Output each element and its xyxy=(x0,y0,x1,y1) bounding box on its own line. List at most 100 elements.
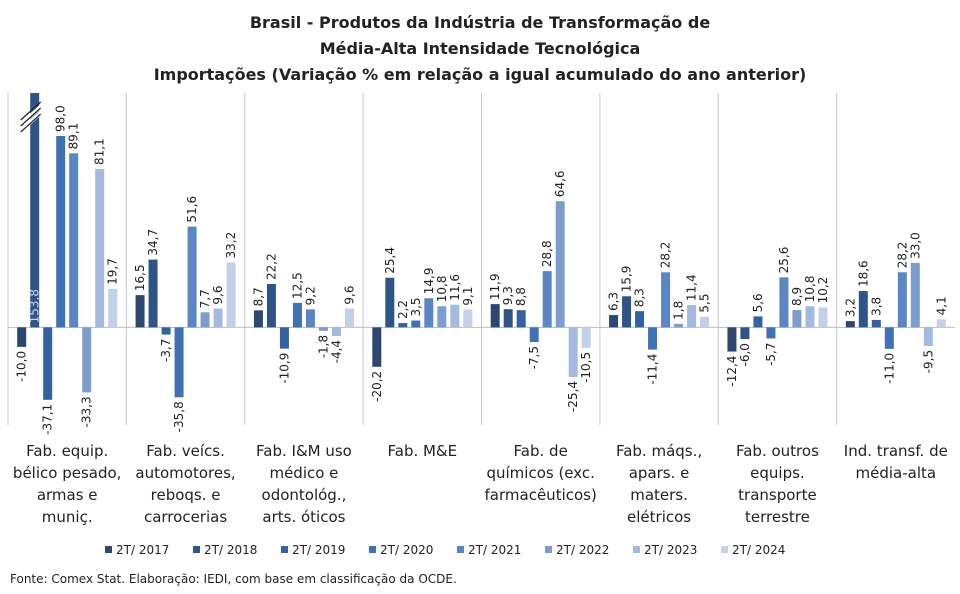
bar xyxy=(674,323,684,328)
bar xyxy=(174,327,184,398)
bar xyxy=(700,316,710,328)
value-label: 33,2 xyxy=(224,232,238,259)
bar xyxy=(542,271,552,328)
axis-break xyxy=(20,101,42,121)
legend-swatch xyxy=(281,546,288,553)
value-label: 15,9 xyxy=(620,266,634,293)
value-label: 98,0 xyxy=(54,105,68,132)
bar xyxy=(858,291,868,328)
value-label: 8,7 xyxy=(251,287,265,306)
x-tick-label: Fab. I&M uso médico e odontológ., arts. … xyxy=(256,442,352,526)
value-label: 34,7 xyxy=(146,229,160,256)
value-label: -20,2 xyxy=(370,371,384,402)
bar xyxy=(318,327,328,331)
axis-break xyxy=(20,113,42,133)
bar xyxy=(331,327,341,336)
bar xyxy=(818,307,828,328)
bar xyxy=(213,308,223,328)
bar xyxy=(398,323,408,328)
bar xyxy=(135,295,145,328)
bar xyxy=(923,327,933,346)
bar xyxy=(871,319,881,328)
value-label: 3,8 xyxy=(869,297,883,316)
bar xyxy=(609,315,619,328)
legend-label: 2T/ 2022 xyxy=(556,543,609,557)
bar xyxy=(805,306,815,328)
value-label: 5,6 xyxy=(751,293,765,312)
value-label: 8,9 xyxy=(790,287,804,306)
bar xyxy=(450,304,460,328)
legend-swatch xyxy=(193,546,200,553)
bar xyxy=(897,272,907,328)
value-label: -35,8 xyxy=(172,401,186,432)
value-label: -11,0 xyxy=(882,353,896,384)
legend-label: 2T/ 2021 xyxy=(468,543,521,557)
bar xyxy=(95,168,105,328)
axis-break xyxy=(20,107,42,127)
bar xyxy=(635,311,645,328)
bar xyxy=(845,321,855,328)
x-tick-label: Fab. máqs., apars. e maters. elétricos xyxy=(615,442,703,526)
value-label: 8,8 xyxy=(514,287,528,306)
bar xyxy=(884,327,894,349)
value-label: 28,2 xyxy=(895,242,909,269)
value-label: 6,3 xyxy=(607,292,621,311)
value-label: 2,2 xyxy=(396,300,410,319)
value-label: 11,4 xyxy=(685,274,699,301)
legend-swatch xyxy=(633,546,640,553)
value-label: 8,3 xyxy=(633,288,647,307)
bar xyxy=(936,319,946,328)
bar xyxy=(226,262,236,328)
value-label: -5,7 xyxy=(764,342,778,365)
bar xyxy=(187,226,197,328)
value-label: 18,6 xyxy=(856,260,870,287)
value-label: 5,5 xyxy=(698,294,712,313)
value-label: 25,6 xyxy=(777,247,791,274)
value-label: -33,3 xyxy=(80,396,94,427)
x-tick-label: Fab. veícs. automotores, reboqs. e carro… xyxy=(135,442,236,526)
bar xyxy=(30,93,40,328)
bar xyxy=(622,296,632,328)
bar xyxy=(661,272,671,328)
chart-title: Brasil - Produtos da Indústria de Transf… xyxy=(250,13,711,32)
bar xyxy=(740,327,750,340)
value-label: 22,2 xyxy=(264,253,278,280)
x-tick-label: Ind. transf. de média-alta xyxy=(843,442,948,482)
value-label: 25,4 xyxy=(383,247,397,274)
chart-title: Média-Alta Intensidade Tecnológica xyxy=(320,39,641,58)
bar xyxy=(437,306,447,328)
value-label: -10,9 xyxy=(277,353,291,384)
legend-label: 2T/ 2020 xyxy=(380,543,433,557)
legend-swatch xyxy=(457,546,464,553)
bar xyxy=(411,320,421,328)
bar xyxy=(687,305,697,328)
legend-swatch xyxy=(545,546,552,553)
value-label: 89,1 xyxy=(67,123,81,150)
value-label: 12,5 xyxy=(290,272,304,299)
value-label: -1,8 xyxy=(316,335,330,358)
bar xyxy=(372,327,382,367)
bar xyxy=(148,259,158,328)
value-label: 11,9 xyxy=(488,273,502,300)
value-label: 9,3 xyxy=(501,286,515,305)
bar xyxy=(555,201,565,328)
bar xyxy=(424,298,434,328)
axis-break xyxy=(21,103,45,125)
value-label: 9,1 xyxy=(461,286,475,305)
legend-label: 2T/ 2018 xyxy=(204,543,257,557)
bar xyxy=(56,135,66,328)
bar xyxy=(766,327,776,339)
value-label: 16,5 xyxy=(133,264,147,291)
value-label: 28,2 xyxy=(659,242,673,269)
value-label: 153,8 xyxy=(28,289,42,323)
value-label: 81,1 xyxy=(93,138,107,165)
value-label: -9,5 xyxy=(921,350,935,373)
bar xyxy=(463,309,473,328)
bar xyxy=(82,327,92,393)
value-label: 9,6 xyxy=(342,286,356,305)
x-tick-label: Fab. equip. bélico pesado, armas e muniç… xyxy=(12,442,122,526)
value-label: 10,2 xyxy=(816,277,830,304)
legend-swatch xyxy=(369,546,376,553)
value-label: -25,4 xyxy=(566,381,580,412)
